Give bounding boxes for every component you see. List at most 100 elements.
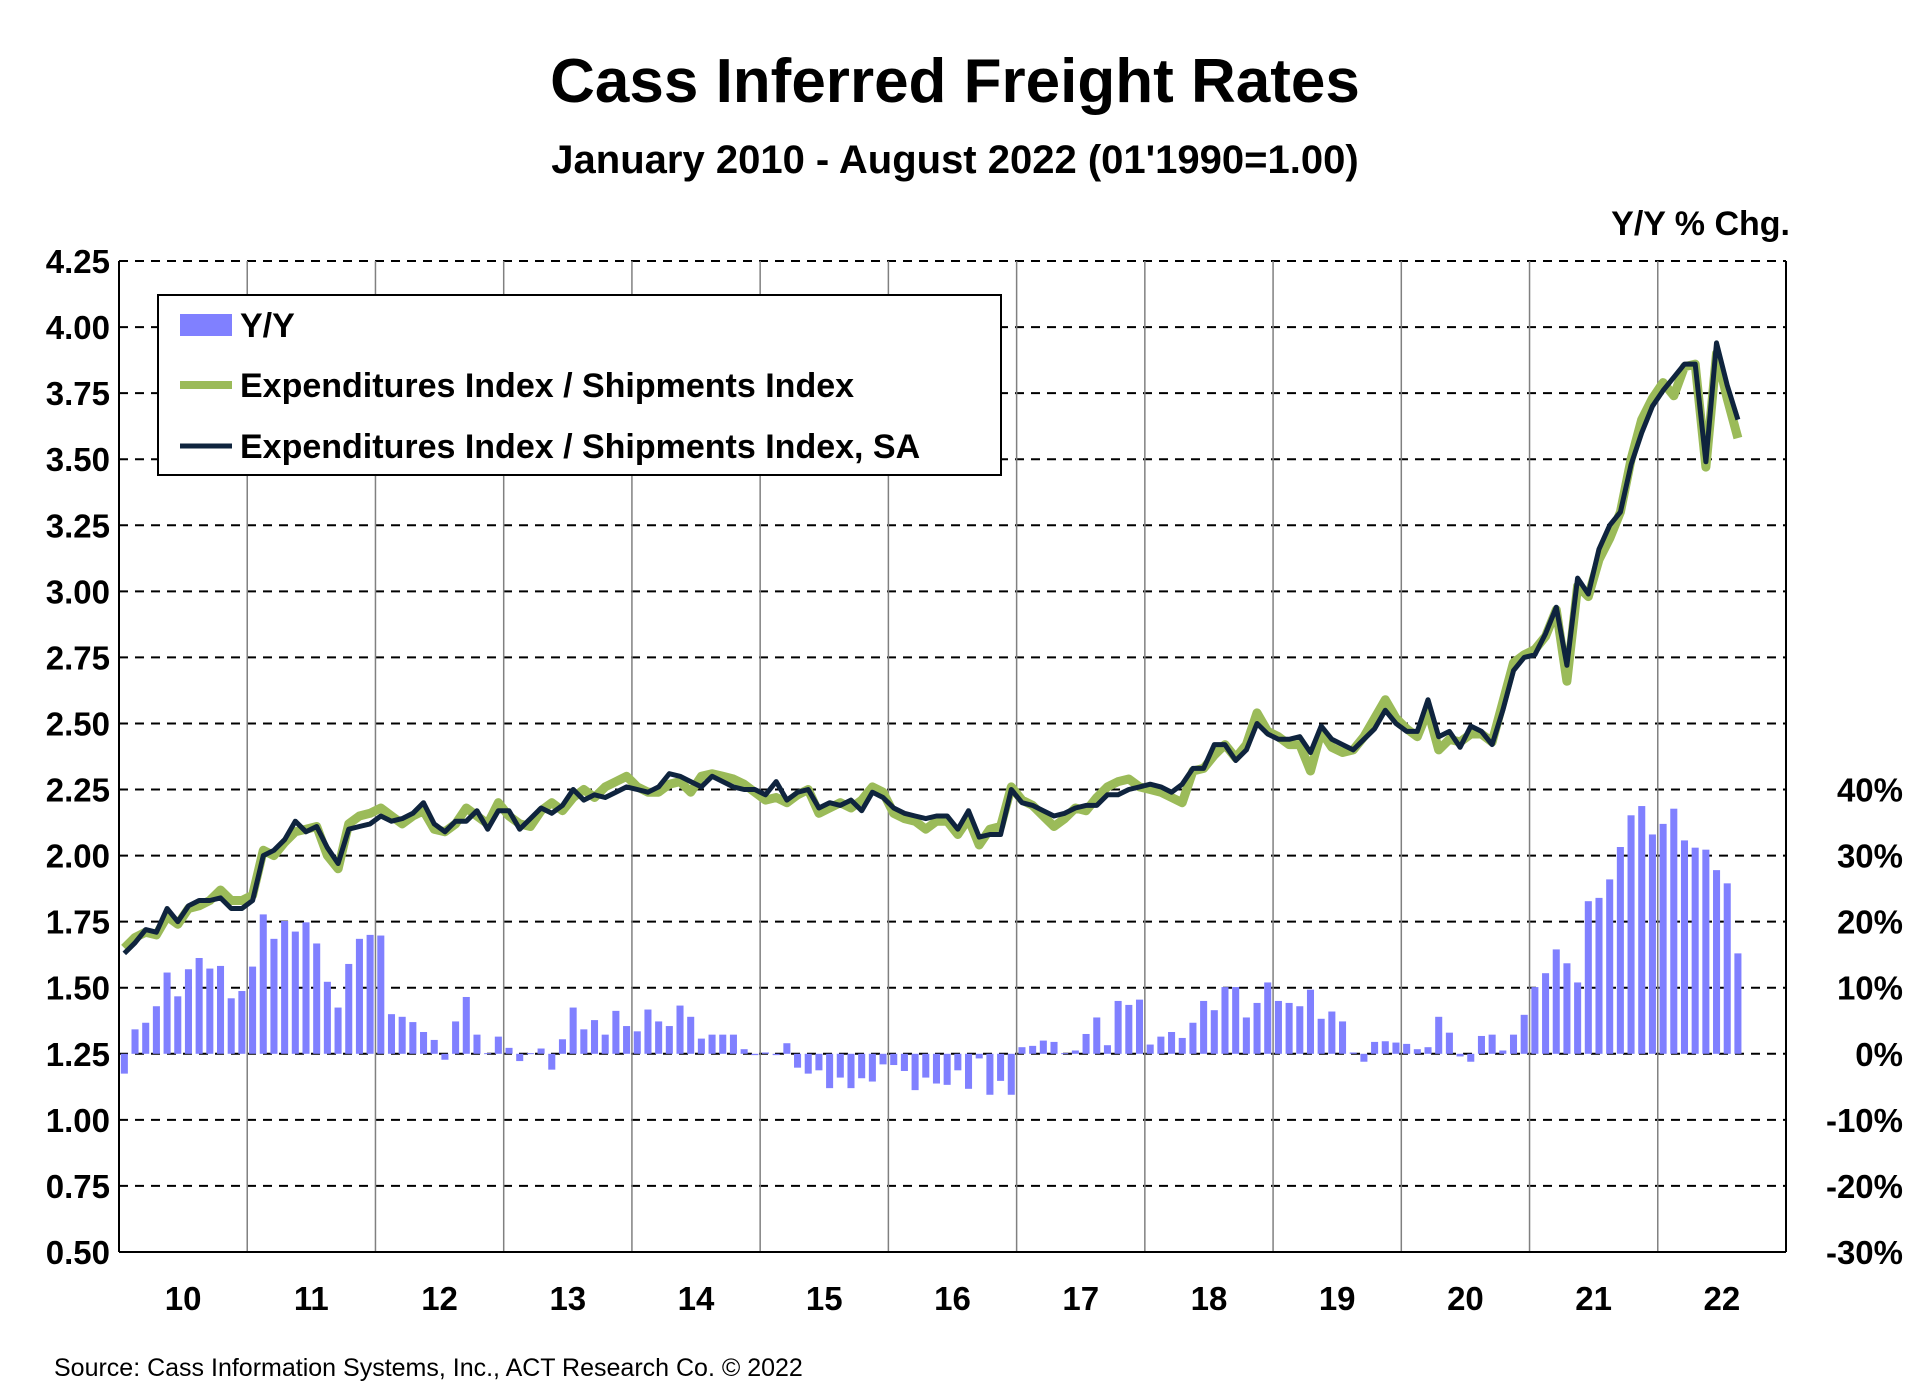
yy-bar <box>484 1053 492 1055</box>
yy-bar <box>1509 1034 1518 1054</box>
yy-bar <box>1574 982 1582 1054</box>
yy-bar <box>1488 1034 1496 1054</box>
right-tick-label: 10% <box>1837 970 1903 1007</box>
yy-bar <box>452 1021 460 1054</box>
yy-bar <box>847 1053 855 1089</box>
yy-bar <box>291 931 299 1054</box>
yy-bar <box>1007 1053 1015 1095</box>
yy-bar <box>142 1022 150 1054</box>
right-tick-label: 20% <box>1837 904 1903 941</box>
yy-bar <box>227 998 235 1054</box>
yy-bar <box>633 1031 641 1054</box>
yy-bar <box>281 921 289 1054</box>
yy-bar <box>569 1007 577 1054</box>
legend-label: Expenditures Index / Shipments Index <box>240 367 854 405</box>
yy-bar <box>783 1043 791 1054</box>
yy-bar <box>1157 1036 1165 1054</box>
yy-bar <box>1413 1049 1421 1054</box>
yy-bar <box>441 1053 449 1060</box>
yy-bar <box>1713 870 1721 1054</box>
y-tick-label: 1.25 <box>46 1036 110 1073</box>
yy-bar <box>1435 1016 1443 1054</box>
x-tick-label: 22 <box>1704 1280 1741 1317</box>
yy-bar <box>430 1039 438 1054</box>
x-tick-label: 18 <box>1191 1280 1228 1317</box>
yy-bar <box>409 1022 417 1054</box>
y-tick-label: 3.50 <box>46 441 110 478</box>
yy-bar <box>398 1016 406 1054</box>
yy-bar <box>548 1053 556 1070</box>
yy-bar <box>1061 1053 1069 1055</box>
yy-bar <box>516 1053 524 1062</box>
yy-bar <box>1627 815 1635 1054</box>
yy-bar <box>1424 1047 1432 1054</box>
yy-bar <box>826 1053 834 1089</box>
yy-bar <box>665 1026 673 1054</box>
yy-bar <box>1178 1037 1186 1054</box>
y-tick-label: 0.75 <box>46 1168 110 1205</box>
x-tick-label: 16 <box>934 1280 971 1317</box>
y-tick-label: 1.75 <box>46 904 110 941</box>
yy-bar <box>815 1053 823 1071</box>
yy-bar <box>345 963 353 1054</box>
yy-bar <box>1349 1052 1357 1054</box>
yy-bar <box>836 1053 844 1078</box>
yy-bar <box>1029 1045 1037 1054</box>
yy-bar <box>965 1053 973 1089</box>
yy-bar <box>270 938 278 1054</box>
yy-bar <box>794 1053 802 1068</box>
yy-bar <box>377 935 385 1054</box>
yy-bar <box>1542 973 1550 1054</box>
yy-bar <box>1531 987 1539 1054</box>
yy-bar <box>1648 834 1656 1054</box>
right-tick-label: -10% <box>1826 1102 1903 1139</box>
x-tick-label: 19 <box>1319 1280 1356 1317</box>
yy-bar <box>473 1034 481 1054</box>
yy-bar <box>1221 987 1229 1054</box>
yy-bar <box>1467 1053 1475 1062</box>
yy-bar <box>313 943 321 1054</box>
yy-bar <box>868 1053 876 1082</box>
chart-subtitle: January 2010 - August 2022 (01'1990=1.00… <box>551 138 1359 182</box>
yy-bar <box>761 1052 770 1054</box>
yy-bar <box>729 1034 737 1054</box>
yy-bar <box>174 996 182 1054</box>
yy-bar <box>1274 1000 1282 1054</box>
yy-bar <box>1477 1035 1485 1054</box>
yy-bar <box>249 966 257 1054</box>
right-tick-label: 0% <box>1855 1036 1903 1073</box>
yy-bar <box>1360 1053 1368 1062</box>
x-tick-label: 12 <box>421 1280 458 1317</box>
yy-bar <box>366 934 374 1054</box>
right-tick-label: -20% <box>1826 1168 1903 1205</box>
yy-bar <box>772 1053 780 1056</box>
y-tick-label: 2.50 <box>46 705 110 742</box>
yy-bar <box>1135 999 1144 1054</box>
yy-bar <box>1103 1045 1111 1054</box>
yy-bar <box>612 1010 620 1054</box>
yy-bar <box>740 1049 748 1054</box>
legend-box <box>157 294 1002 476</box>
yy-bar <box>131 1029 139 1054</box>
yy-bar <box>120 1053 128 1074</box>
sa-line <box>122 340 1741 956</box>
right-tick-label: 40% <box>1837 772 1903 809</box>
yy-bar <box>804 1053 812 1074</box>
yy-bar <box>687 1016 695 1054</box>
yy-bar <box>1296 1006 1304 1054</box>
yy-bar <box>623 1026 631 1054</box>
yy-bar <box>1093 1017 1101 1054</box>
yy-bar <box>323 981 331 1054</box>
yy-bar <box>505 1047 513 1054</box>
y-tick-label: 1.50 <box>46 970 110 1007</box>
yy-bar <box>922 1053 930 1078</box>
y-tick-label: 0.50 <box>46 1234 110 1271</box>
yy-bar <box>1563 963 1571 1054</box>
yy-bar <box>355 938 363 1054</box>
yy-bar <box>890 1053 898 1066</box>
yy-bar <box>462 996 470 1054</box>
yy-bar <box>580 1029 588 1054</box>
yy-bar <box>387 1014 396 1054</box>
yy-bar <box>708 1034 716 1054</box>
x-tick-label: 21 <box>1575 1280 1612 1317</box>
